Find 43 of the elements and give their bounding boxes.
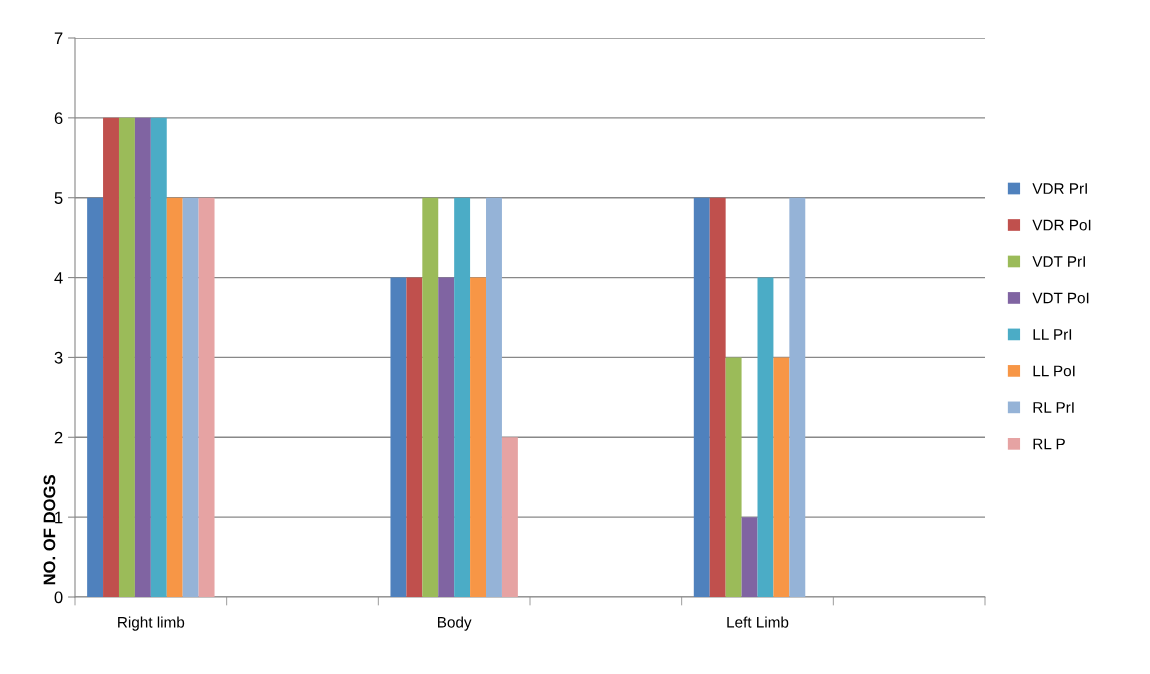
bar — [103, 117, 119, 597]
legend-label: VDR PrI — [1032, 183, 1087, 194]
bar — [150, 117, 167, 597]
bar — [789, 197, 806, 597]
y-tick-label: 6 — [54, 112, 63, 125]
y-axis-title: NO. OF DOGS — [43, 475, 56, 585]
y-tick-label: 3 — [54, 351, 63, 364]
legend-label: RL PrI — [1033, 402, 1074, 413]
bar — [390, 277, 407, 597]
y-tick-label: 5 — [54, 192, 63, 204]
legend-label: VDT PrI — [1032, 256, 1085, 267]
bar — [486, 197, 502, 597]
y-tick-label: 1 — [55, 511, 63, 524]
bar — [118, 117, 135, 597]
bar — [470, 277, 487, 597]
bar — [406, 277, 423, 597]
bar — [166, 197, 183, 597]
bar — [773, 357, 790, 597]
bar — [741, 517, 758, 597]
y-tick-label: 0 — [54, 591, 63, 604]
legend-label: VDT PoI — [1032, 292, 1089, 304]
legend-label: RL P — [1033, 438, 1065, 450]
bar — [182, 197, 199, 597]
y-tick-label: 2 — [54, 431, 63, 444]
bar — [757, 277, 774, 597]
x-tick-label: Body — [438, 616, 472, 631]
y-tick-label: 4 — [54, 272, 63, 284]
bar — [501, 437, 518, 597]
bar — [87, 197, 104, 597]
legend-label: LL PoI — [1033, 365, 1075, 377]
legend-label: VDR PoI — [1032, 219, 1091, 231]
x-tick-label: Right limb — [118, 616, 185, 631]
bar — [438, 277, 455, 597]
y-tick-label: 7 — [54, 32, 63, 45]
bar — [454, 197, 471, 597]
legend-label: LL PrI — [1033, 329, 1072, 340]
x-tick-label: Left Limb — [727, 616, 789, 628]
bar — [422, 197, 439, 597]
bar — [134, 117, 151, 597]
bar — [725, 357, 742, 597]
bar — [198, 197, 215, 597]
bar — [709, 197, 726, 597]
bar — [693, 197, 710, 597]
